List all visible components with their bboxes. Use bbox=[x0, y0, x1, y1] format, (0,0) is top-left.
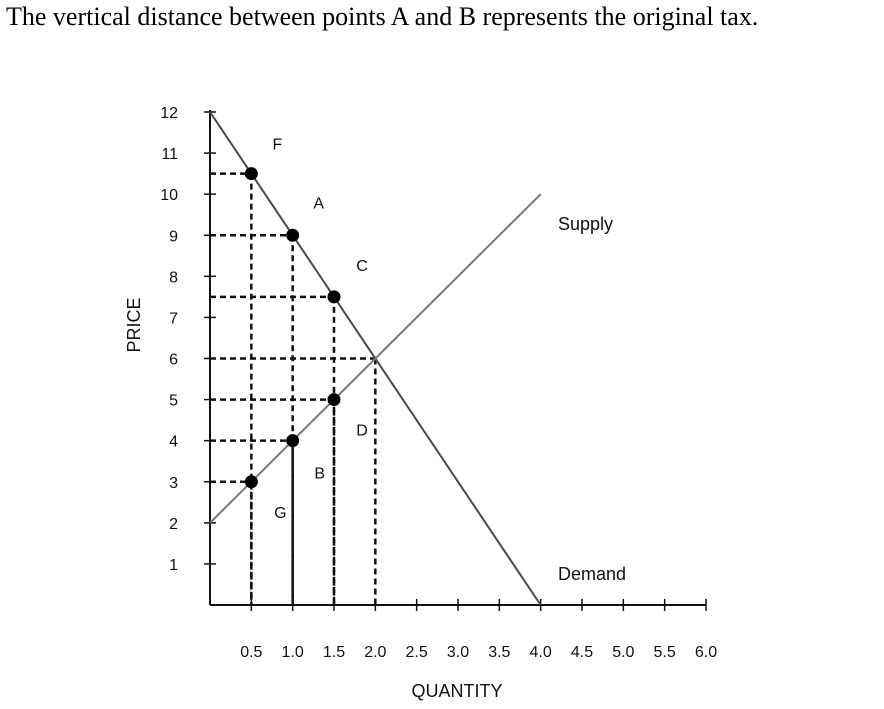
curves bbox=[209, 111, 542, 606]
x-tick-label: 3.0 bbox=[447, 644, 469, 661]
x-tick-label: 4.0 bbox=[530, 644, 552, 661]
guide-lines bbox=[210, 172, 377, 605]
point-g bbox=[244, 475, 258, 489]
axes bbox=[204, 110, 707, 611]
point-label-f: F bbox=[272, 137, 282, 154]
point-label-d: D bbox=[356, 423, 368, 440]
question-text: The vertical distance between points A a… bbox=[6, 2, 759, 31]
point-a bbox=[286, 228, 300, 242]
x-tick-label: 2.0 bbox=[364, 644, 386, 661]
y-tick-label: 5 bbox=[169, 393, 178, 410]
points bbox=[244, 167, 341, 489]
y-tick-label: 9 bbox=[169, 228, 178, 245]
y-tick-label: 4 bbox=[169, 434, 178, 451]
y-tick-label: 2 bbox=[169, 516, 178, 533]
demand-curve-label: Demand bbox=[558, 564, 626, 584]
point-label-c: C bbox=[356, 258, 368, 275]
x-tick-label: 5.5 bbox=[654, 644, 676, 661]
x-axis-title: QUANTITY bbox=[411, 681, 502, 701]
x-tick-label: 0.5 bbox=[240, 644, 262, 661]
supply-curve-label: Supply bbox=[558, 214, 613, 234]
point-label-b: B bbox=[314, 466, 325, 483]
y-tick-label: 12 bbox=[160, 105, 178, 122]
point-label-g: G bbox=[274, 505, 286, 522]
supply-curve bbox=[209, 193, 542, 524]
point-d bbox=[327, 393, 341, 407]
y-tick-label: 10 bbox=[160, 187, 178, 204]
x-tick-label: 1.5 bbox=[323, 644, 345, 661]
y-tick-label: 1 bbox=[169, 557, 178, 574]
y-tick-label: 7 bbox=[169, 310, 178, 327]
x-tick-label: 3.5 bbox=[488, 644, 510, 661]
x-tick-label: 5.0 bbox=[612, 644, 634, 661]
y-tick-label: 6 bbox=[169, 352, 178, 369]
y-tick-label: 3 bbox=[169, 475, 178, 492]
point-f bbox=[244, 167, 258, 181]
y-axis-title: PRICE bbox=[124, 297, 144, 352]
y-tick-label: 8 bbox=[169, 269, 178, 286]
point-c bbox=[327, 290, 341, 304]
x-tick-label: 1.0 bbox=[282, 644, 304, 661]
x-tick-label: 4.5 bbox=[571, 644, 593, 661]
point-b bbox=[286, 434, 300, 448]
point-label-a: A bbox=[313, 195, 324, 212]
x-tick-label: 6.0 bbox=[695, 644, 717, 661]
x-tick-label: 2.5 bbox=[406, 644, 428, 661]
y-tick-label: 11 bbox=[161, 146, 178, 163]
